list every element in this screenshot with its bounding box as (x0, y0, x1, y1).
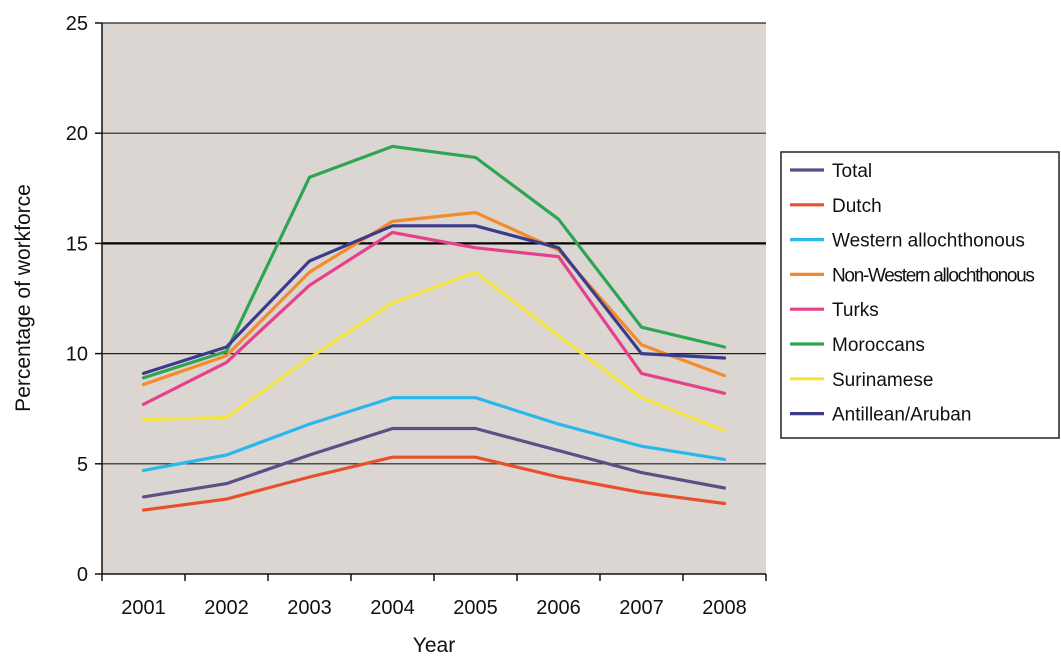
x-tick-label: 2006 (536, 597, 581, 619)
x-tick-label: 2002 (204, 597, 249, 619)
y-tick-label: 10 (66, 344, 88, 366)
x-tick-label: 2007 (619, 597, 664, 619)
series-line-surinamese (141, 270, 727, 433)
x-tick-label: 2008 (702, 597, 747, 619)
series-lines (141, 144, 727, 512)
y-tick-label: 5 (77, 454, 88, 476)
legend-label: Non-Western allochthonous (832, 265, 1034, 286)
legend: Total Dutch Western allochthonous Non-Weste… (780, 151, 1060, 439)
y-tick-label: 15 (66, 233, 88, 255)
y-tick-label: 0 (77, 564, 88, 586)
legend-label: Antillean/Aruban (832, 405, 971, 426)
legend-label: Moroccans (832, 335, 925, 356)
series-line-western-allochthonous (141, 396, 727, 472)
y-tick-label: 20 (66, 123, 88, 145)
y-tick-label: 25 (66, 13, 88, 35)
x-tick-label: 2004 (370, 597, 415, 619)
legend-label: Surinamese (832, 370, 933, 391)
legend-label: Western allochthonous (832, 231, 1025, 252)
legend-label: Turks (832, 300, 879, 321)
y-axis-title: Percentage of workforce (12, 184, 35, 412)
series-line-dutch (141, 455, 727, 512)
series-line-turks (141, 230, 727, 406)
series-line-antillean-aruban (141, 224, 727, 375)
plot-area (102, 23, 766, 574)
x-tick-label: 2003 (287, 597, 332, 619)
legend-label: Total (832, 161, 872, 182)
y-axis-ticks: 0 5 10 15 20 25 (66, 13, 102, 586)
x-tick-label: 2001 (121, 597, 166, 619)
legend-box (780, 151, 1060, 439)
series-line-moroccans (141, 144, 727, 380)
legend-items: Total Dutch Western allochthonous Non-Weste… (790, 161, 1036, 426)
series-line-total (141, 426, 727, 499)
legend-label: Dutch (832, 196, 882, 217)
series-line-non-western-allochthonous (141, 210, 727, 387)
x-axis-ticks: 2001 2002 2003 2004 2005 2006 2007 2008 (101, 574, 767, 619)
x-tick-label: 2005 (453, 597, 498, 619)
x-axis-title: Year (413, 634, 455, 657)
